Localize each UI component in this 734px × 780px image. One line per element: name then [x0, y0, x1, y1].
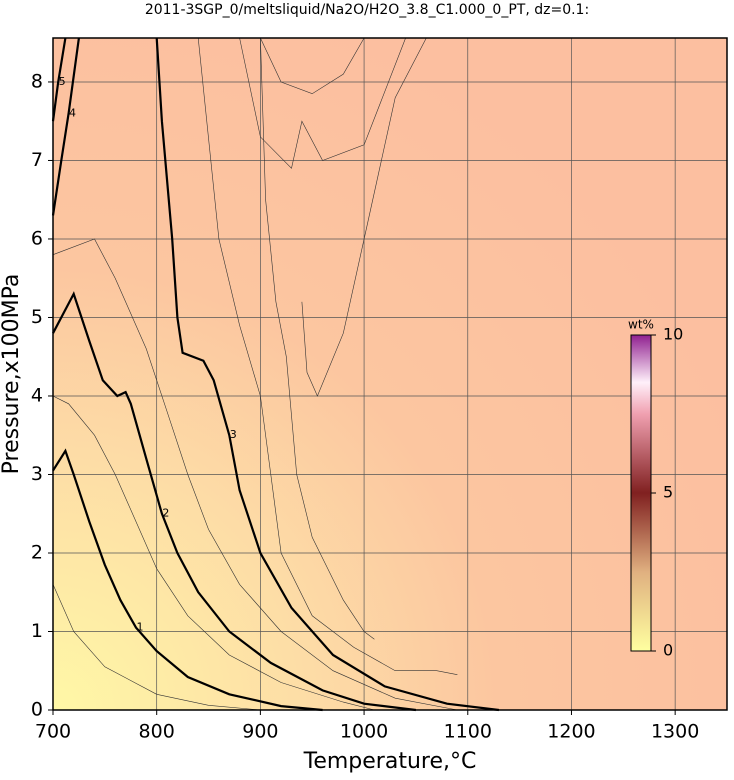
- contour-line: [52, 448, 323, 712]
- y-tick-label: 6: [31, 227, 43, 249]
- y-tick-label: 5: [31, 306, 43, 328]
- chart-title: 2011-3SGP_0/meltsliquid/Na2O/H2O_3.8_C1.…: [145, 2, 589, 18]
- contour-line: [155, 37, 500, 712]
- contour-label: 4: [69, 106, 76, 119]
- contour-line: [301, 37, 427, 397]
- contour-line: [52, 584, 261, 711]
- contour-label: 5: [59, 75, 66, 88]
- x-tick-label: 900: [242, 721, 278, 743]
- contour-line: [51, 37, 67, 122]
- x-tick-label: 1000: [340, 721, 388, 743]
- y-tick-label: 1: [31, 620, 43, 642]
- plot-background: [53, 38, 727, 710]
- contour-line: [260, 37, 375, 640]
- y-tick-label: 4: [31, 384, 43, 406]
- x-tick-label: 1200: [547, 721, 595, 743]
- colorbar: [630, 334, 652, 652]
- colorbar-tick-label: 5: [663, 483, 673, 502]
- colorbar-tick-label: 0: [663, 641, 673, 660]
- contour-line: [51, 37, 80, 216]
- contour-line: [260, 37, 365, 95]
- x-axis-label: Temperature,°C: [303, 749, 477, 774]
- contour-line: [52, 238, 458, 711]
- colorbar-tick-label: 10: [663, 325, 683, 344]
- y-axis-label: Pressure,x100MPa: [0, 274, 24, 475]
- contour-label: 3: [230, 428, 237, 441]
- y-tick-label: 3: [31, 463, 43, 485]
- y-tick-label: 8: [31, 70, 43, 92]
- contour-line: [52, 291, 417, 712]
- y-tick-label: 7: [31, 149, 43, 171]
- x-tick-label: 800: [139, 721, 175, 743]
- contour-line: [197, 37, 458, 675]
- contour-line: [239, 37, 406, 169]
- y-tick-label: 0: [31, 699, 43, 721]
- colorbar-label: wt%: [628, 318, 654, 332]
- y-tick-label: 2: [31, 541, 43, 563]
- x-tick-label: 1300: [651, 721, 699, 743]
- contour-label: 2: [162, 507, 169, 520]
- plot-frame: [52, 37, 728, 711]
- x-tick-label: 700: [35, 721, 71, 743]
- contour-label: 1: [136, 621, 143, 634]
- contour-line: [52, 395, 375, 711]
- x-tick-label: 1100: [444, 721, 492, 743]
- plot-area: 1 2 3 4 5: [51, 37, 727, 712]
